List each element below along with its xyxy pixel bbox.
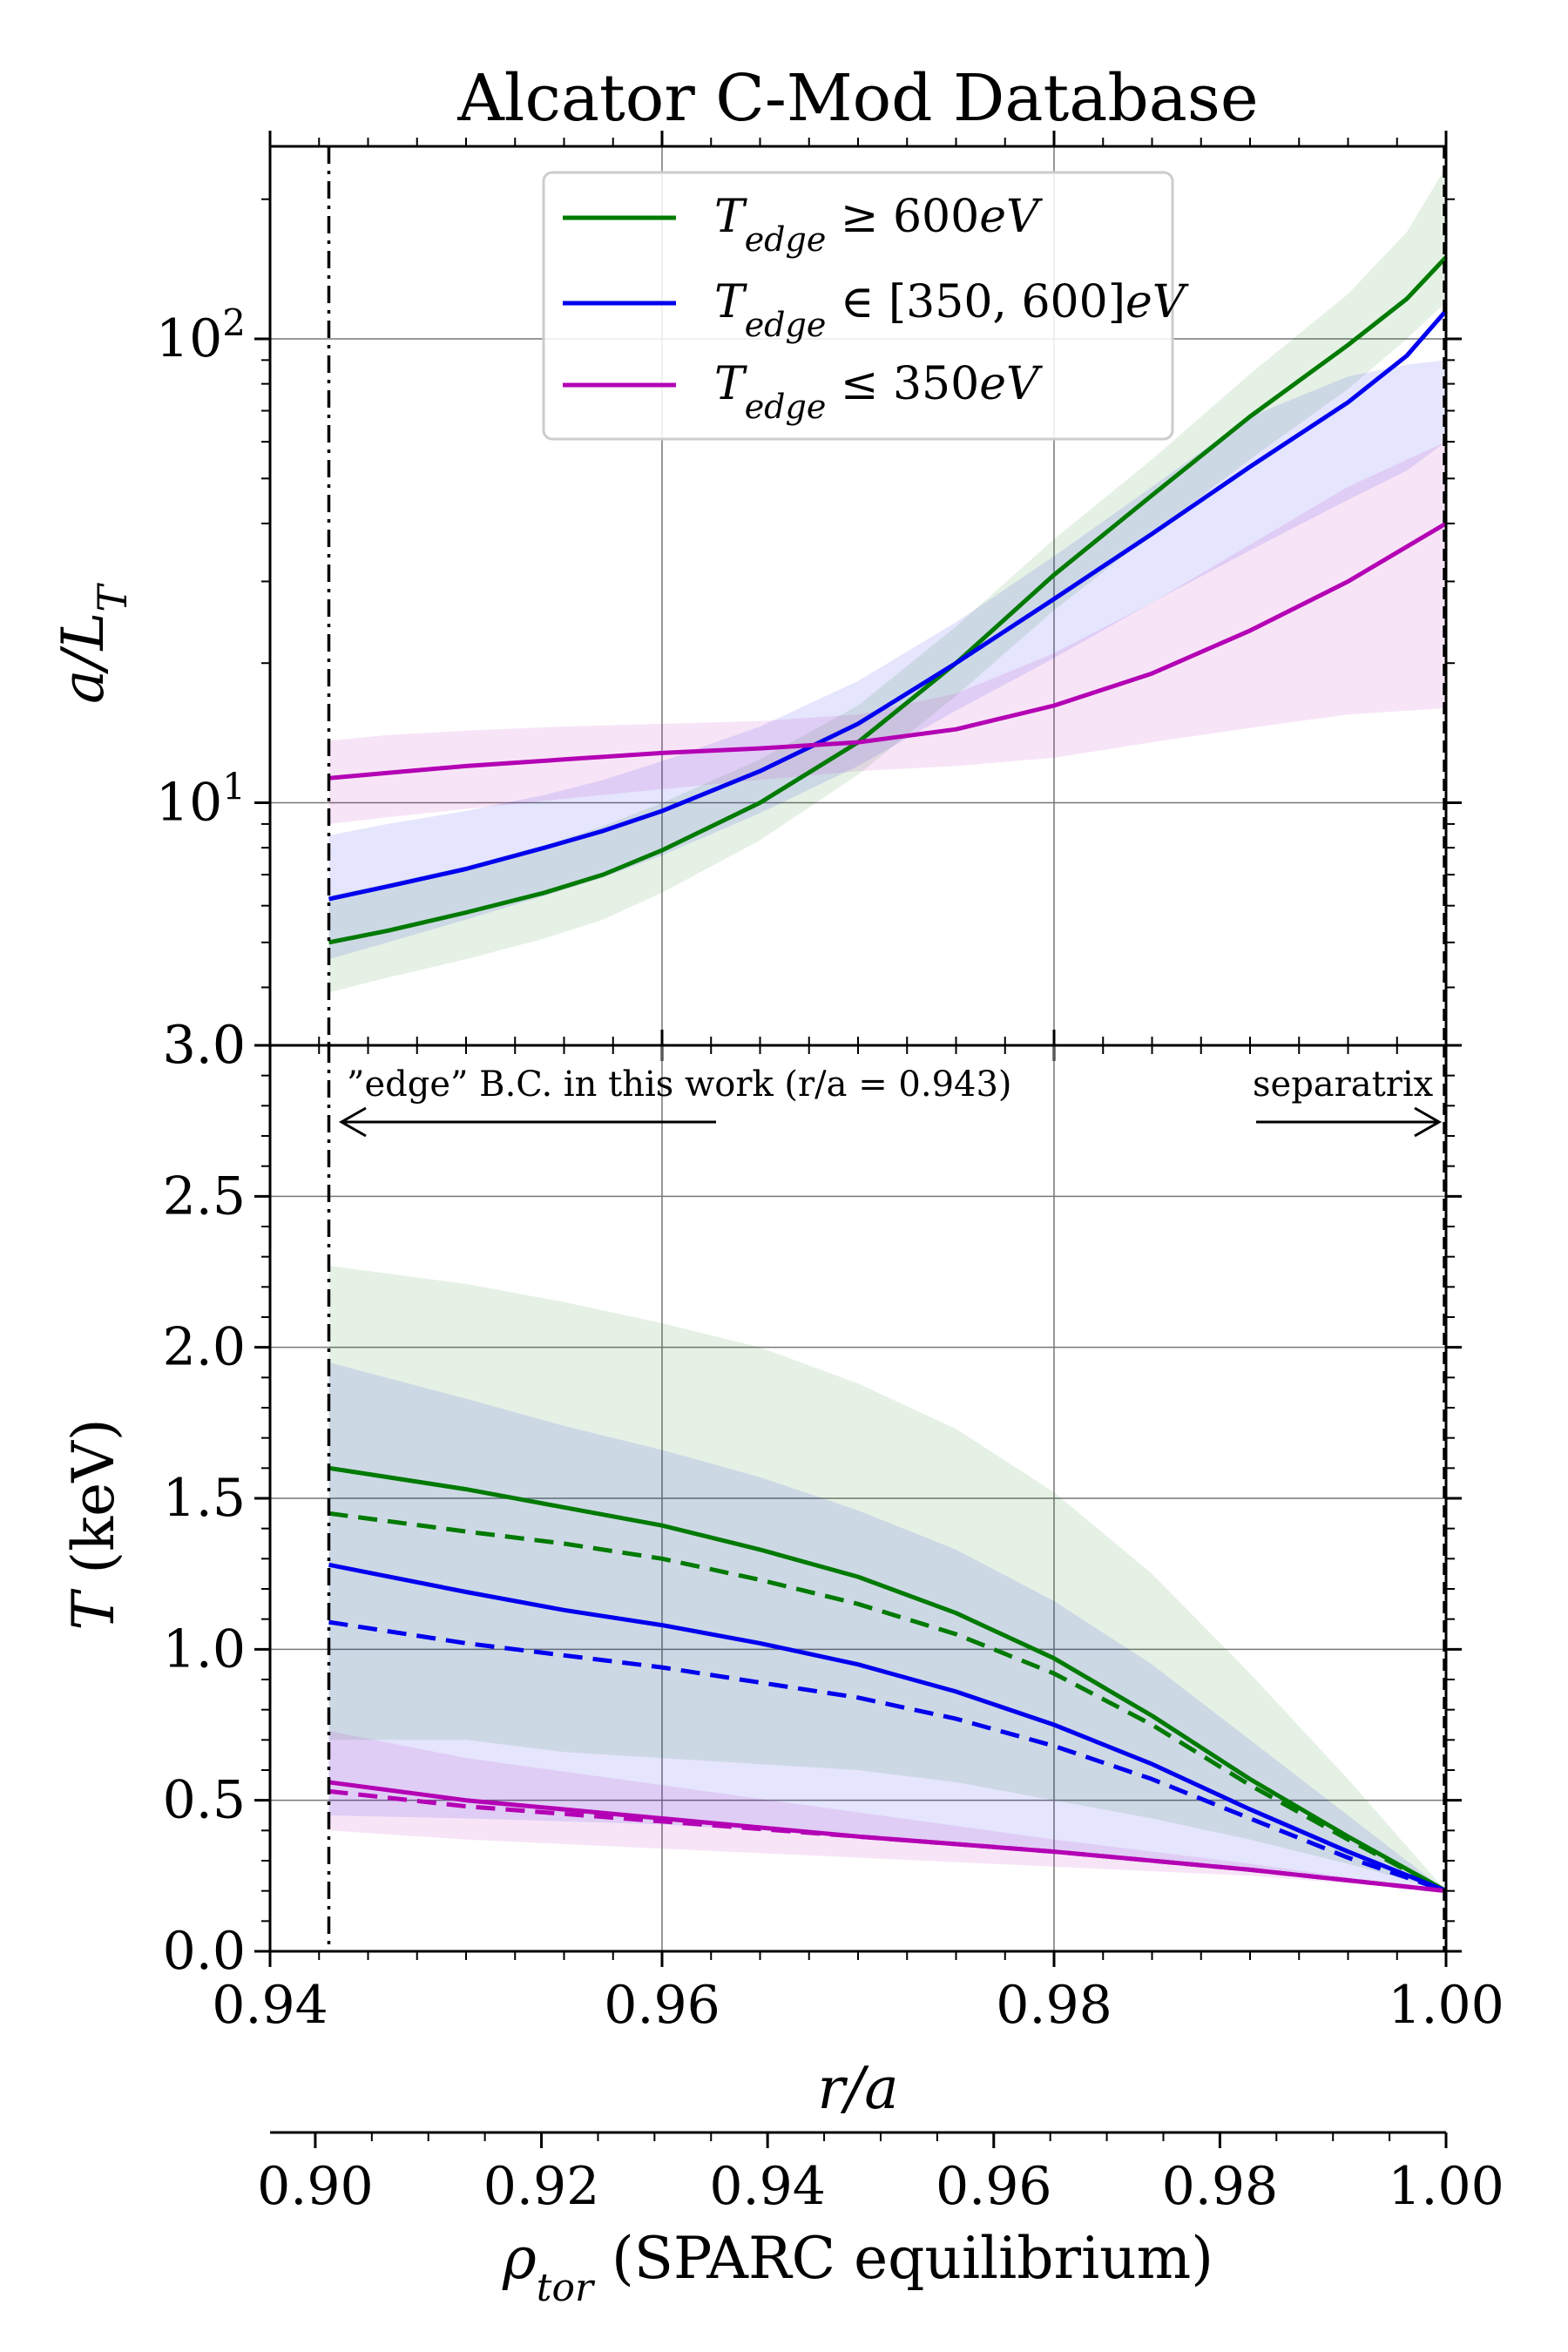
series-line-mid bbox=[328, 309, 1448, 902]
y-tick-label: 3.0 bbox=[163, 1015, 246, 1076]
temperature-grid bbox=[270, 1045, 1446, 1951]
temperature-ticks: 0.0 0.5 1.0 1.5 2.0 2.5 3.0 0.94 0.96 0.98 1.00 bbox=[163, 1015, 1504, 2036]
secondary-tick-label: 0.94 bbox=[709, 2156, 826, 2217]
band-high bbox=[328, 166, 1446, 993]
y-tick-label: 0.5 bbox=[163, 1770, 246, 1831]
y-tick-label: 2.5 bbox=[163, 1166, 246, 1227]
series-line-low-dashed bbox=[328, 1788, 1447, 1894]
y-tick-label: 0.0 bbox=[163, 1921, 246, 1982]
temperature-lines bbox=[328, 1465, 1448, 1894]
y-tick-label: 1.5 bbox=[163, 1468, 246, 1529]
separatrix-annotation: separatrix bbox=[1253, 1064, 1434, 1105]
series-line-low bbox=[328, 521, 1448, 781]
y-tick-label: 2.0 bbox=[163, 1317, 246, 1378]
legend: Tedge ≥ 600eV Tedge ∈ [350, 600]eV Tedge… bbox=[542, 171, 1189, 441]
band-mid bbox=[328, 360, 1446, 960]
x-tick-label: 0.94 bbox=[212, 1975, 328, 2036]
x-tick-label: 1.00 bbox=[1388, 1975, 1504, 2036]
x-tick-label: 0.98 bbox=[996, 1975, 1112, 2036]
secondary-tick-label: 0.92 bbox=[483, 2156, 600, 2217]
band-mid bbox=[328, 1362, 1446, 1891]
y-tick-label: 1.0 bbox=[163, 1619, 246, 1680]
temperature-panel: 0.0 0.5 1.0 1.5 2.0 2.5 3.0 0.94 0.96 0.98 1.00 bbox=[163, 1015, 1504, 2036]
secondary-tick-label: 0.90 bbox=[257, 2156, 374, 2217]
edge-bc-annotation: ”edge” B.C. in this work (r/a = 0.943) bbox=[347, 1064, 1012, 1105]
legend-box bbox=[542, 171, 1174, 441]
series-line-mid bbox=[328, 1562, 1447, 1894]
secondary-tick-label: 0.96 bbox=[936, 2156, 1052, 2217]
bottom-y-axis-label: T (keV) bbox=[60, 1418, 127, 1630]
secondary-x-axis: 0.90 0.92 0.94 0.96 0.98 1.00 bbox=[257, 2131, 1504, 2217]
gradient-bands bbox=[328, 166, 1446, 993]
series-line-high-dashed bbox=[328, 1511, 1448, 1893]
y-tick-label: 3.0 bbox=[163, 1015, 246, 1076]
band-low bbox=[328, 442, 1446, 824]
edge-bc-arrow bbox=[338, 1106, 716, 1138]
gradient-lines bbox=[328, 255, 1448, 945]
chart-title: Alcator C-Mod Database bbox=[456, 61, 1258, 136]
separatrix-arrow bbox=[1256, 1106, 1443, 1138]
secondary-tick-label: 0.98 bbox=[1162, 2156, 1279, 2217]
series-line-mid-dashed bbox=[328, 1619, 1447, 1894]
series-line-high bbox=[328, 1465, 1448, 1893]
x-axis-label: r/a bbox=[817, 2055, 898, 2122]
secondary-tick-label: 1.00 bbox=[1388, 2156, 1504, 2217]
x-tick-label: 0.96 bbox=[604, 1975, 720, 2036]
